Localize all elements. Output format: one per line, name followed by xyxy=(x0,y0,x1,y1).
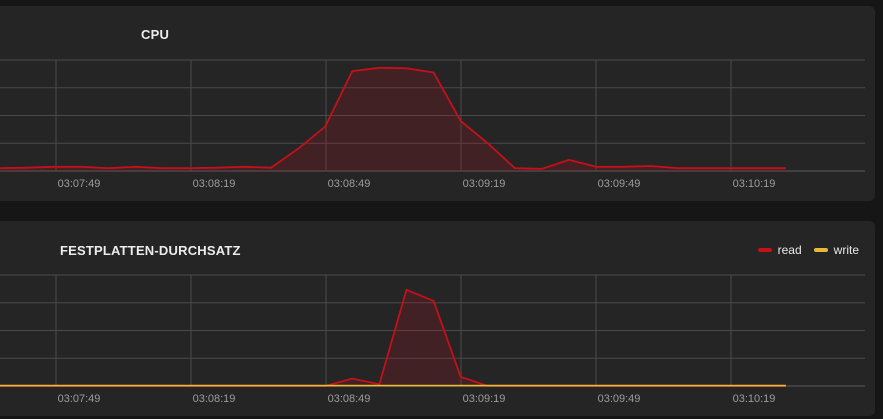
legend-label-write: write xyxy=(833,243,859,257)
x-tick-label: 03:07:49 xyxy=(58,178,101,190)
x-tick-label: 03:08:19 xyxy=(193,393,236,405)
x-tick-label: 03:08:49 xyxy=(328,178,371,190)
chart-legend: read write xyxy=(757,243,859,257)
legend-item-read[interactable]: read xyxy=(757,243,802,257)
series-area-cpu xyxy=(0,67,786,171)
x-tick-label: 03:10:19 xyxy=(733,178,776,190)
x-tick-label: 03:08:19 xyxy=(193,178,236,190)
legend-item-write[interactable]: write xyxy=(813,243,859,257)
x-tick-label: 03:08:49 xyxy=(328,393,371,405)
x-tick-label: 03:09:49 xyxy=(598,178,641,190)
x-tick-label: 03:09:19 xyxy=(463,393,506,405)
legend-label-read: read xyxy=(777,243,802,257)
legend-swatch-write xyxy=(813,248,828,252)
x-tick-label: 03:09:19 xyxy=(463,178,506,190)
cpu-panel: CPU 03:07:49 03:08:19 03:08:49 03:09:19 03:0… xyxy=(0,6,875,201)
disk-throughput-chart: 03:07:49 03:08:19 03:08:49 03:09:19 03:09:49… xyxy=(0,274,865,405)
x-tick-label: 03:07:49 xyxy=(58,393,101,405)
series-line-cpu xyxy=(0,66,786,170)
disk-throughput-panel: FESTPLATTEN-DURCHSATZ read write 03:07:4… xyxy=(0,221,875,416)
cpu-chart: 03:07:49 03:08:19 03:08:49 03:09:19 03:09:49… xyxy=(0,59,865,190)
x-tick-label: 03:10:19 xyxy=(733,393,776,405)
disk-chart-title: FESTPLATTEN-DURCHSATZ xyxy=(60,243,241,258)
legend-swatch-read xyxy=(757,248,772,252)
cpu-chart-title: CPU xyxy=(141,27,170,42)
x-tick-label: 03:09:49 xyxy=(598,393,641,405)
